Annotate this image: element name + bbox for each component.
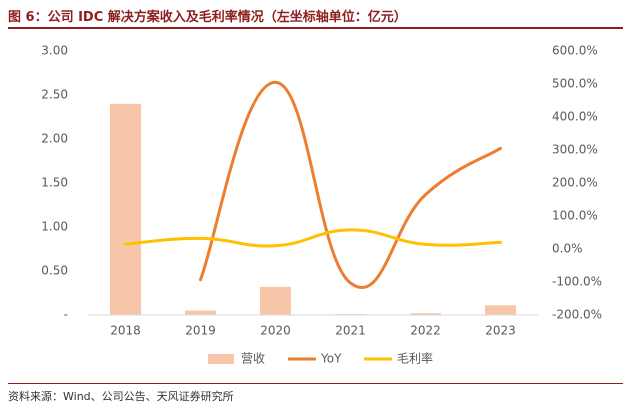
left-tick-label: -: [64, 308, 68, 322]
right-tick-label: -100.0%: [552, 275, 602, 289]
legend-label: 营收: [241, 352, 265, 366]
right-tick-label: 100.0%: [552, 209, 598, 223]
chart-title: 图 6：公司 IDC 解决方案收入及毛利率情况（左坐标轴单位：亿元）: [8, 10, 407, 25]
bars-layer: [110, 103, 516, 315]
bar-2020: [260, 286, 291, 315]
left-tick-label: 0.50: [41, 264, 68, 278]
right-tick-label: 300.0%: [552, 143, 598, 157]
x-tick-label: 2021: [335, 324, 366, 338]
bar-2022: [410, 313, 441, 315]
footer-divider: [8, 383, 623, 384]
left-tick-label: 1.50: [41, 176, 68, 190]
left-tick-label: 2.50: [41, 88, 68, 102]
chart: - 0.50 1.00 1.50 2.00 2.50 3.00 -200.0% -100.0%…: [41, 44, 602, 366]
source-note: 资料来源：Wind、公司公告、天风证券研究所: [8, 390, 234, 403]
x-tick-label: 2018: [110, 324, 141, 338]
line-gross-margin: [124, 228, 502, 248]
bar-2019: [185, 310, 216, 315]
right-tick-label: 200.0%: [552, 176, 598, 190]
legend-swatch-revenue: [208, 354, 234, 364]
title-divider: [8, 27, 623, 29]
right-tick-label: 0.0%: [552, 242, 583, 256]
line-yoy: [199, 80, 502, 289]
bar-2018: [110, 103, 141, 315]
legend-label: 毛利率: [397, 351, 433, 366]
x-tick-label: 2020: [260, 324, 291, 338]
bar-2023: [485, 305, 516, 315]
legend-label: YoY: [320, 352, 342, 366]
x-axis: 2018 2019 2020 2021 2022 2023: [110, 324, 516, 338]
right-axis: -200.0% -100.0% 0.0% 100.0% 200.0% 300.0% 400.…: [552, 44, 602, 322]
legend: 营收 YoY 毛利率: [208, 351, 433, 366]
right-tick-label: 500.0%: [552, 77, 598, 91]
right-tick-label: -200.0%: [552, 308, 602, 322]
x-tick-label: 2019: [185, 324, 216, 338]
x-tick-label: 2022: [410, 324, 441, 338]
right-tick-label: 400.0%: [552, 110, 598, 124]
left-tick-label: 3.00: [41, 44, 68, 58]
left-tick-label: 1.00: [41, 220, 68, 234]
x-tick-label: 2023: [485, 324, 516, 338]
lines-layer: [124, 80, 502, 289]
left-tick-label: 2.00: [41, 132, 68, 146]
right-tick-label: 600.0%: [552, 44, 598, 58]
left-axis: - 0.50 1.00 1.50 2.00 2.50 3.00: [41, 44, 68, 322]
